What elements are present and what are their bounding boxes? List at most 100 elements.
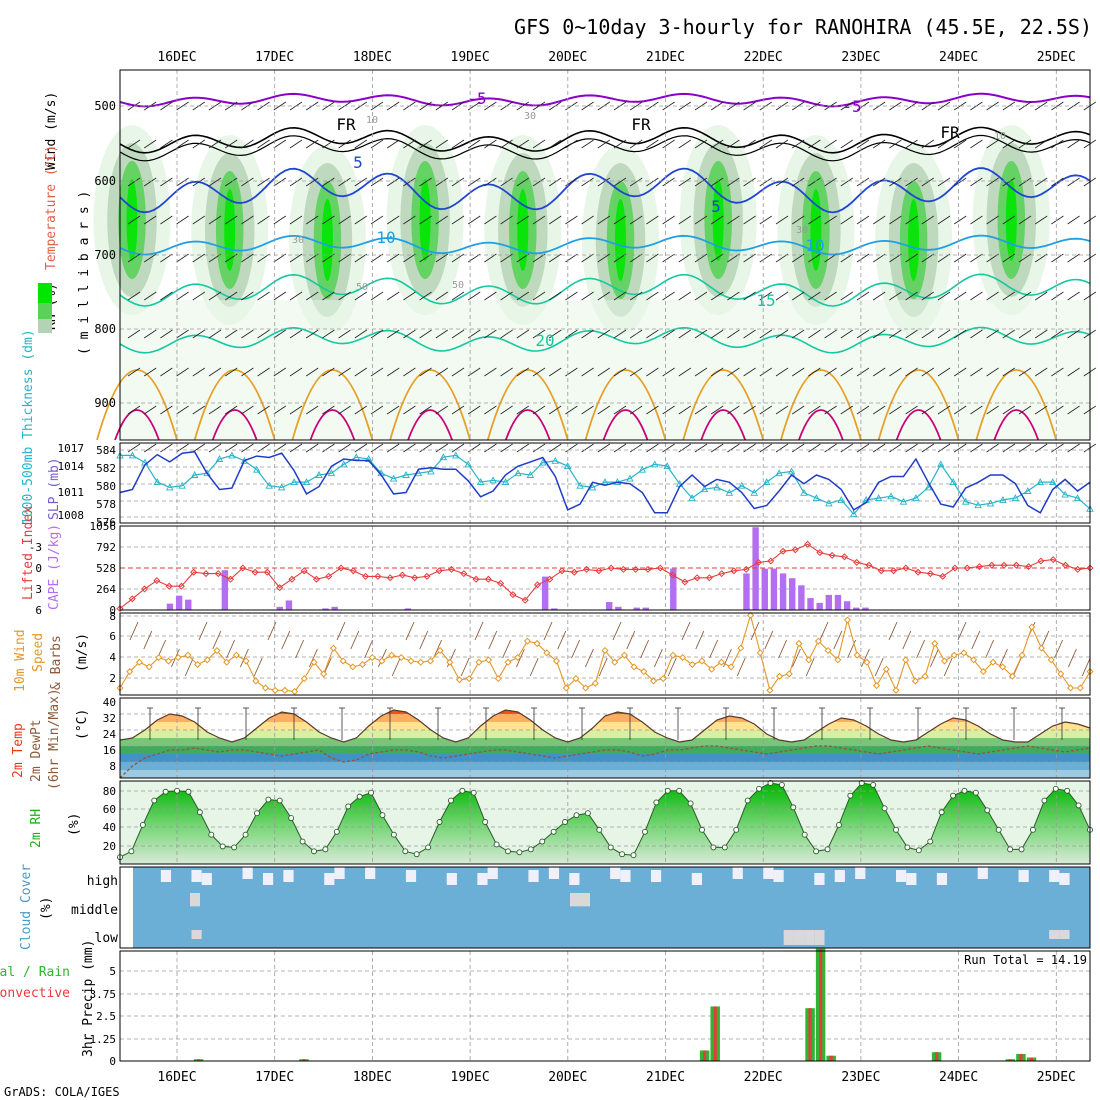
wind-barb (354, 253, 368, 263)
rh2m-point (322, 846, 329, 853)
cape-bar (743, 573, 750, 610)
wind-barb (791, 443, 805, 453)
thickness-point (165, 483, 174, 491)
wind-barb-10m (626, 630, 636, 650)
wind-barb (986, 329, 999, 339)
rh2m-point (493, 841, 500, 848)
thickness-point (1011, 494, 1020, 502)
slp-ylabel-left: 1000-500mb Thickness (dm) (21, 329, 36, 525)
wind-barb (808, 405, 821, 415)
lifted-index-point (890, 567, 898, 575)
wind-barb (775, 329, 789, 339)
wind-barb (160, 101, 173, 111)
wind-barb (1018, 443, 1032, 453)
wind-barb (257, 139, 270, 149)
wind-barb (629, 101, 643, 111)
date-label-top: 24DEC (939, 50, 978, 65)
wind-barb (953, 443, 967, 453)
wind-barb (840, 177, 854, 187)
contour-label: 30 (524, 111, 536, 122)
thickness-point (452, 451, 460, 459)
cape-bar (551, 608, 558, 610)
wind-barb (597, 139, 611, 149)
wind-barb-10m (391, 657, 401, 677)
wind-barb-10m (433, 639, 443, 659)
lifted-index-point (1025, 563, 1033, 571)
lifted-index-point (951, 564, 959, 572)
wind-barb (710, 405, 724, 415)
wind-barb (224, 215, 238, 225)
wind-barb (532, 405, 546, 415)
wind-barb (435, 101, 449, 111)
rh2m-point (744, 797, 751, 804)
lifted-index-point (411, 574, 419, 582)
wind-barb (370, 443, 384, 453)
thickness-point (874, 494, 883, 502)
wind-barb (224, 139, 238, 149)
wind-barb (743, 215, 756, 225)
rh2m-point (390, 831, 397, 838)
temp-band (120, 770, 1090, 778)
wind-barb (889, 101, 902, 111)
wind-barb (597, 215, 611, 225)
wind-barb (581, 101, 594, 111)
thickness-point (514, 469, 522, 477)
lifted-index-point (779, 547, 787, 555)
wind-barb (1018, 139, 1032, 149)
wind-barb (597, 177, 611, 187)
temp-contour-25 (291, 369, 374, 441)
lifted-index-point (595, 567, 603, 575)
wind-speed-point (940, 657, 949, 665)
lifted-index-point (337, 564, 345, 572)
wind-barb (484, 291, 497, 301)
lifted-index-point (190, 568, 198, 576)
wind-barb (646, 215, 659, 225)
wind-speed-point (485, 656, 493, 664)
wind-barb-10m (667, 657, 677, 677)
wind-barb (548, 215, 562, 225)
wind-barb (322, 177, 335, 187)
temp-contour-25 (682, 369, 765, 441)
wind-barb-10m (612, 621, 622, 641)
rh2m-point (961, 787, 968, 794)
wind-speed-point (145, 663, 153, 671)
wind-speed-point (911, 677, 919, 685)
wind-barb-10m (184, 657, 194, 677)
wind-barb (565, 291, 578, 301)
contour-label: 10 (376, 228, 395, 247)
wind-speed-point (863, 658, 871, 666)
lifted-index-point (804, 540, 812, 548)
rh-tick-label: 40 (103, 821, 116, 834)
wind-barb (889, 367, 902, 377)
cape-bar (798, 585, 805, 610)
wind-barb (143, 139, 157, 149)
upper-ylabel-mb: ( m i l l i b a r s ) (77, 191, 92, 355)
wind-barb (694, 139, 708, 149)
thickness-point (999, 495, 1007, 503)
wind-barb (1051, 329, 1064, 339)
wind-barb (629, 177, 643, 187)
thickness-point (315, 471, 323, 478)
lifted-index-point (926, 570, 934, 578)
wind-barb (532, 329, 546, 339)
wind-barb (759, 443, 773, 453)
wind-barb (289, 215, 303, 225)
wind-speed-point (281, 686, 289, 694)
wind-barb (386, 329, 400, 339)
wind-barb (273, 139, 287, 149)
precip-conv-bar (196, 1059, 201, 1061)
wind-speed-point (455, 676, 464, 684)
thickness-point (626, 474, 634, 482)
wind-speed-point (494, 675, 502, 683)
thickness-point (427, 467, 435, 475)
top-date-axis: 16DEC 17DEC 18DEC 19DEC 20DEC 21DEC 22DEC 23DEC… (157, 50, 1075, 65)
wind-barb (322, 329, 335, 339)
thickness-point (713, 483, 721, 491)
wind-barb (872, 177, 886, 187)
wind-barb (500, 405, 513, 415)
lifted-index-point (656, 564, 664, 572)
cape-bar (807, 598, 814, 610)
contour-label: 30 (796, 225, 808, 236)
wind-barb (192, 291, 206, 301)
